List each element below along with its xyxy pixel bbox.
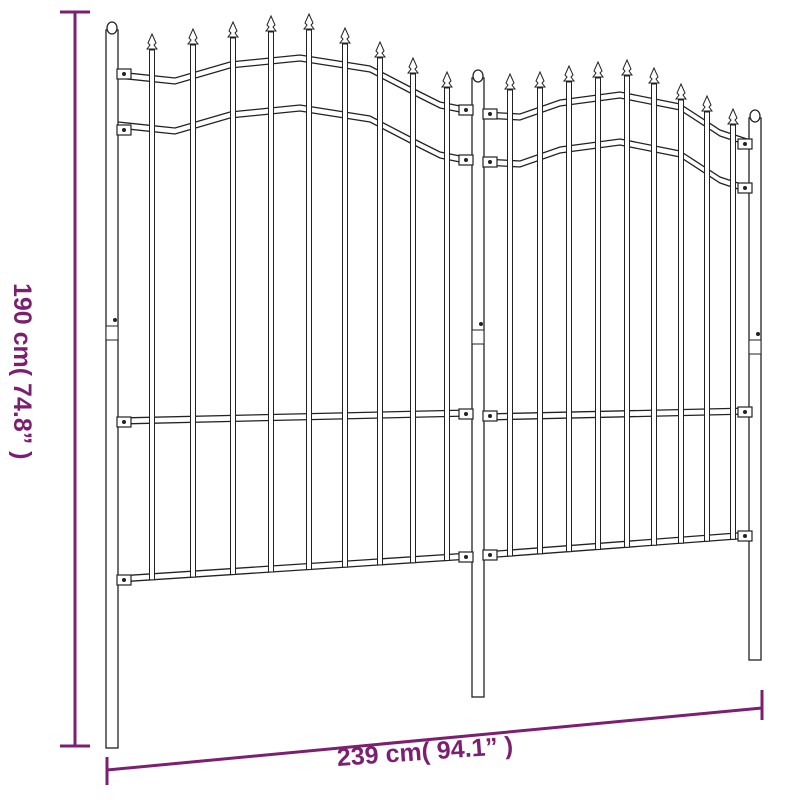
spear-tip xyxy=(146,32,158,50)
fence-bar xyxy=(268,31,274,573)
bracket-bolt xyxy=(488,112,492,116)
post-cap xyxy=(106,21,118,35)
fence-bar xyxy=(306,29,312,571)
spear-tip xyxy=(727,107,739,125)
fence-bar xyxy=(190,44,196,578)
fence-rail xyxy=(483,97,751,147)
bracket-bolt xyxy=(122,72,126,76)
fence-bar xyxy=(651,83,657,546)
bracket-bolt xyxy=(122,420,126,424)
hinge xyxy=(471,329,485,345)
bracket-bolt xyxy=(464,412,468,416)
fence-bar xyxy=(595,77,601,550)
bracket-bolt xyxy=(464,108,468,112)
spear-tip xyxy=(303,12,315,30)
bracket-bolt xyxy=(122,128,126,132)
spear-tip xyxy=(675,82,687,100)
spear-tip xyxy=(441,70,453,88)
fence-rail xyxy=(117,110,471,165)
fence-bar xyxy=(704,111,710,542)
width-dimension-line xyxy=(106,706,763,772)
height-dimension-label: 190 cm( 74.8” ) xyxy=(8,283,36,460)
bracket-bolt xyxy=(743,142,747,146)
spear-tip xyxy=(227,20,239,38)
bracket-bolt xyxy=(743,534,747,538)
bracket-bolt xyxy=(122,578,126,582)
bracket-bolt xyxy=(488,160,492,164)
spear-tip xyxy=(534,70,546,88)
fence-rail xyxy=(483,144,751,194)
hinge xyxy=(105,325,119,341)
spear-tip xyxy=(648,66,660,84)
hinge xyxy=(748,339,762,355)
bracket-bolt xyxy=(743,186,747,190)
fence-rail xyxy=(483,138,751,188)
post-cap xyxy=(749,109,761,123)
spear-tip xyxy=(187,27,199,45)
bracket-bolt xyxy=(464,555,468,559)
fence-bar xyxy=(149,49,155,581)
fence-bar xyxy=(230,37,236,575)
hinge-bolt xyxy=(479,322,483,326)
spear-tip xyxy=(621,58,633,76)
bracket-bolt xyxy=(488,414,492,418)
spear-tip xyxy=(374,40,386,58)
bracket-bolt xyxy=(743,410,747,414)
fence-bar xyxy=(444,87,450,562)
fence-bar xyxy=(730,124,736,540)
fence-bar xyxy=(410,73,416,564)
hinge-bolt xyxy=(113,318,117,322)
spear-tip xyxy=(563,64,575,82)
fence-rail xyxy=(117,54,471,109)
fence-bar xyxy=(537,87,543,555)
bracket-bolt xyxy=(488,553,492,557)
fence-rail xyxy=(483,91,751,141)
fence-bar xyxy=(507,89,513,557)
spear-tip xyxy=(265,14,277,32)
fence-bar xyxy=(377,57,383,566)
spear-tip xyxy=(592,60,604,78)
fence-bar xyxy=(342,43,348,568)
fence-bar xyxy=(624,75,630,548)
fence-bar xyxy=(678,99,684,544)
spear-tip xyxy=(407,56,419,74)
spear-tip xyxy=(504,72,516,90)
spear-tip xyxy=(701,94,713,112)
fence-bar xyxy=(566,81,572,553)
fence-rail xyxy=(117,60,471,115)
fence-rail xyxy=(117,104,471,159)
post-cap xyxy=(472,69,484,83)
spear-tip xyxy=(339,26,351,44)
hinge-bolt xyxy=(756,332,760,336)
bracket-bolt xyxy=(464,158,468,162)
